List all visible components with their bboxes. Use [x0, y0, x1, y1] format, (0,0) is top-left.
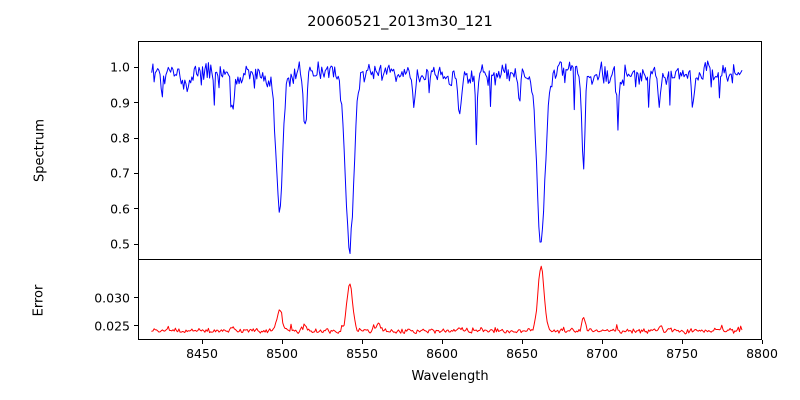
error-data-path — [152, 266, 742, 334]
x-tick-mark — [361, 340, 363, 344]
y-tick-label: 0.6 — [110, 201, 130, 217]
x-tick-label: 8600 — [426, 346, 458, 361]
y-tick-label: 1.0 — [110, 59, 130, 75]
error-plot-area — [138, 259, 762, 340]
y-tick-mark — [134, 243, 138, 245]
y-tick-mark — [134, 66, 138, 69]
x-tick-mark — [601, 340, 603, 344]
y-tick-mark — [134, 325, 138, 327]
y-tick-label: 0.9 — [110, 95, 130, 111]
x-tick-label: 8500 — [266, 346, 298, 361]
x-tick-mark — [521, 340, 523, 344]
x-tick-mark — [441, 340, 443, 344]
x-tick-label: 8700 — [586, 346, 618, 361]
page-title: 20060521_2013m30_121 — [307, 14, 493, 30]
y-tick-mark — [134, 102, 138, 104]
y-tick-label: 0.7 — [110, 165, 130, 181]
x-tick-mark — [281, 340, 283, 344]
spectrum-data-path — [152, 61, 742, 254]
y-tick-label: 0.030 — [94, 290, 130, 306]
y-tick-mark — [134, 297, 138, 299]
x-tick-label: 8800 — [746, 346, 778, 361]
x-tick-mark — [201, 340, 203, 344]
y-tick-mark — [134, 137, 138, 139]
y-tick-mark — [134, 172, 138, 175]
y-tick-label: 0.8 — [110, 130, 130, 146]
y-axis-label-spectrum: Spectrum — [32, 119, 48, 182]
x-tick-mark — [761, 340, 763, 344]
x-tick-label: 8450 — [186, 346, 218, 361]
y-tick-mark — [134, 208, 138, 210]
x-tick-label: 8750 — [666, 346, 698, 361]
spectrum-line-series — [139, 42, 761, 259]
y-tick-label: 0.025 — [94, 318, 130, 334]
spectrum-plot-area — [138, 41, 762, 260]
error-line-series — [139, 260, 761, 339]
x-axis-label: Wavelength — [411, 369, 489, 384]
y-axis-label-error: Error — [31, 284, 47, 317]
x-tick-label: 8550 — [346, 346, 378, 361]
x-tick-mark — [681, 340, 683, 344]
y-tick-label: 0.5 — [110, 236, 130, 252]
x-tick-label: 8650 — [506, 346, 538, 361]
